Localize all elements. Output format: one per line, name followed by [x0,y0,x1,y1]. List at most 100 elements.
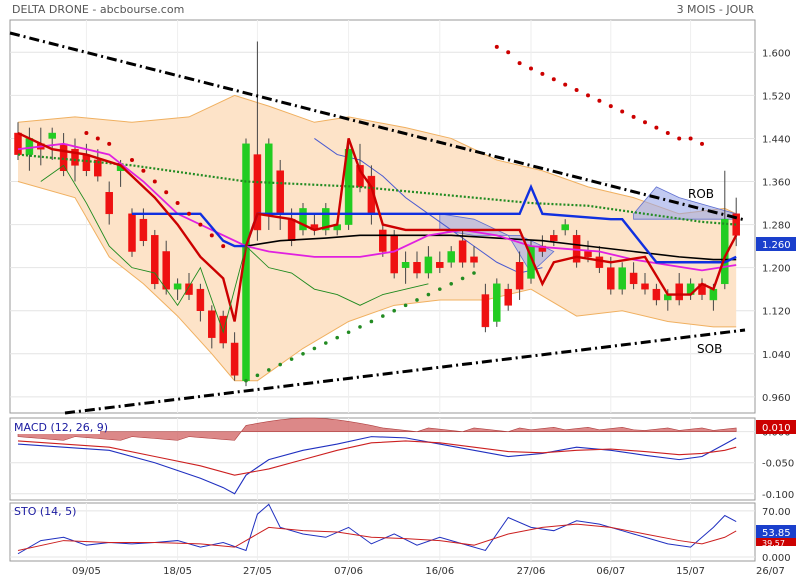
series-line [17,142,737,272]
candle-body [413,262,421,274]
x-tick-label: 27/05 [243,566,272,577]
sto-lines [17,503,737,555]
candle-body [379,229,387,252]
y-tick-label: 1.280 [762,221,791,232]
sar-dot [517,61,522,66]
candle-body [48,132,56,139]
candle-body [401,262,410,268]
sar-dot [563,82,568,87]
candle-body [652,288,661,301]
sar-dot [620,109,625,114]
sar-dot [654,125,659,130]
sar-dot [221,244,226,249]
candle-body [253,154,262,231]
last-price-badge [756,237,796,251]
candle-body [151,235,159,285]
candle-body [436,262,444,268]
candle-body [550,235,558,241]
x-tick-label: 09/05 [72,566,101,577]
price-y-axis: 0.960 1.040 1.120 1.200 1.280 1.360 1.440 1.520… [762,48,791,404]
sar-dots [84,44,704,383]
sar-dot [403,303,408,308]
sar-dot [415,298,419,302]
candle-body [14,132,22,155]
sar-dot [130,157,134,162]
y-tick-label: 1.600 [762,48,791,59]
x-tick-label: 06/07 [596,566,625,577]
moving-averages [17,131,738,334]
candle-body [493,283,501,322]
sar-dot [540,71,545,76]
macd-histogram-area [17,417,737,441]
sar-dot [700,141,704,146]
sar-dot [665,131,670,136]
sar-dot [677,136,682,141]
resistance-trendline [9,31,746,222]
sar-dot [574,87,579,92]
candle-body [299,208,307,231]
candle-body [641,283,649,290]
macd-y-axis: -0.100-0.0500.000 [762,428,794,501]
sar-dot [529,66,533,71]
sar-dot [426,292,431,297]
tenkan-line [17,131,738,322]
sar-dot [597,98,602,103]
x-tick-label: 07/06 [334,566,363,577]
x-tick-label: 26/07 [756,566,785,577]
sar-dot [392,308,397,313]
last-price-text: 1.260 [762,240,791,251]
candle-body [139,218,148,241]
y-tick-label: 1.040 [762,350,791,361]
candle-body [162,251,170,290]
sar-dot [460,276,465,281]
candle-body [71,148,79,166]
x-tick-label: 18/05 [163,566,192,577]
sar-dot [209,233,214,238]
candle-body [618,267,626,290]
candle-body [709,288,718,301]
chart-period: 3 MOIS - JOUR [677,3,755,16]
candle-body [561,224,569,231]
senkou-line [40,164,429,334]
x-tick-label: 27/06 [517,566,546,577]
sto-grid [10,503,755,561]
x-tick-label: 15/07 [676,566,705,577]
sar-dot [164,190,169,195]
macd-badge [756,420,796,434]
sar-dot [551,77,556,82]
y-tick-label: 1.520 [762,91,791,102]
sar-dot [608,104,613,109]
candle-body [82,154,91,171]
sar-dot [152,179,157,184]
y-tick-label: 1.360 [762,178,791,189]
sto-title: STO (14, 5) [14,505,76,518]
macd-tick-label: -0.100 [762,490,794,501]
macd-tick-label: -0.050 [762,459,794,470]
sto-d-badge [756,538,796,546]
candle-body [470,256,478,263]
candle-body [105,192,113,215]
sar-dot [335,335,340,340]
candle-body [265,143,273,215]
sar-dot [688,136,693,141]
bollinger-lower [17,181,737,382]
sar-dot [631,114,636,119]
sar-dot [643,120,647,125]
candle-body [481,294,490,328]
candle-body [173,283,182,290]
sar-dot [346,330,351,335]
sar-dot [107,141,112,146]
sar-dot [141,168,146,173]
sar-dot [255,373,260,378]
date-axis: 09/05 18/05 27/05 07/06 16/06 27/06 06/07 15/07… [72,566,785,577]
candle-body [607,267,615,290]
macd-title-bg [12,420,100,434]
candle-body [94,159,102,177]
sto-d-badge-text: 39.57 [762,539,785,548]
sar-dot [369,319,374,324]
sto-k-badge [756,525,796,539]
macd-histogram [17,417,737,441]
sto-series-line [17,523,737,551]
sar-dot [312,346,317,351]
